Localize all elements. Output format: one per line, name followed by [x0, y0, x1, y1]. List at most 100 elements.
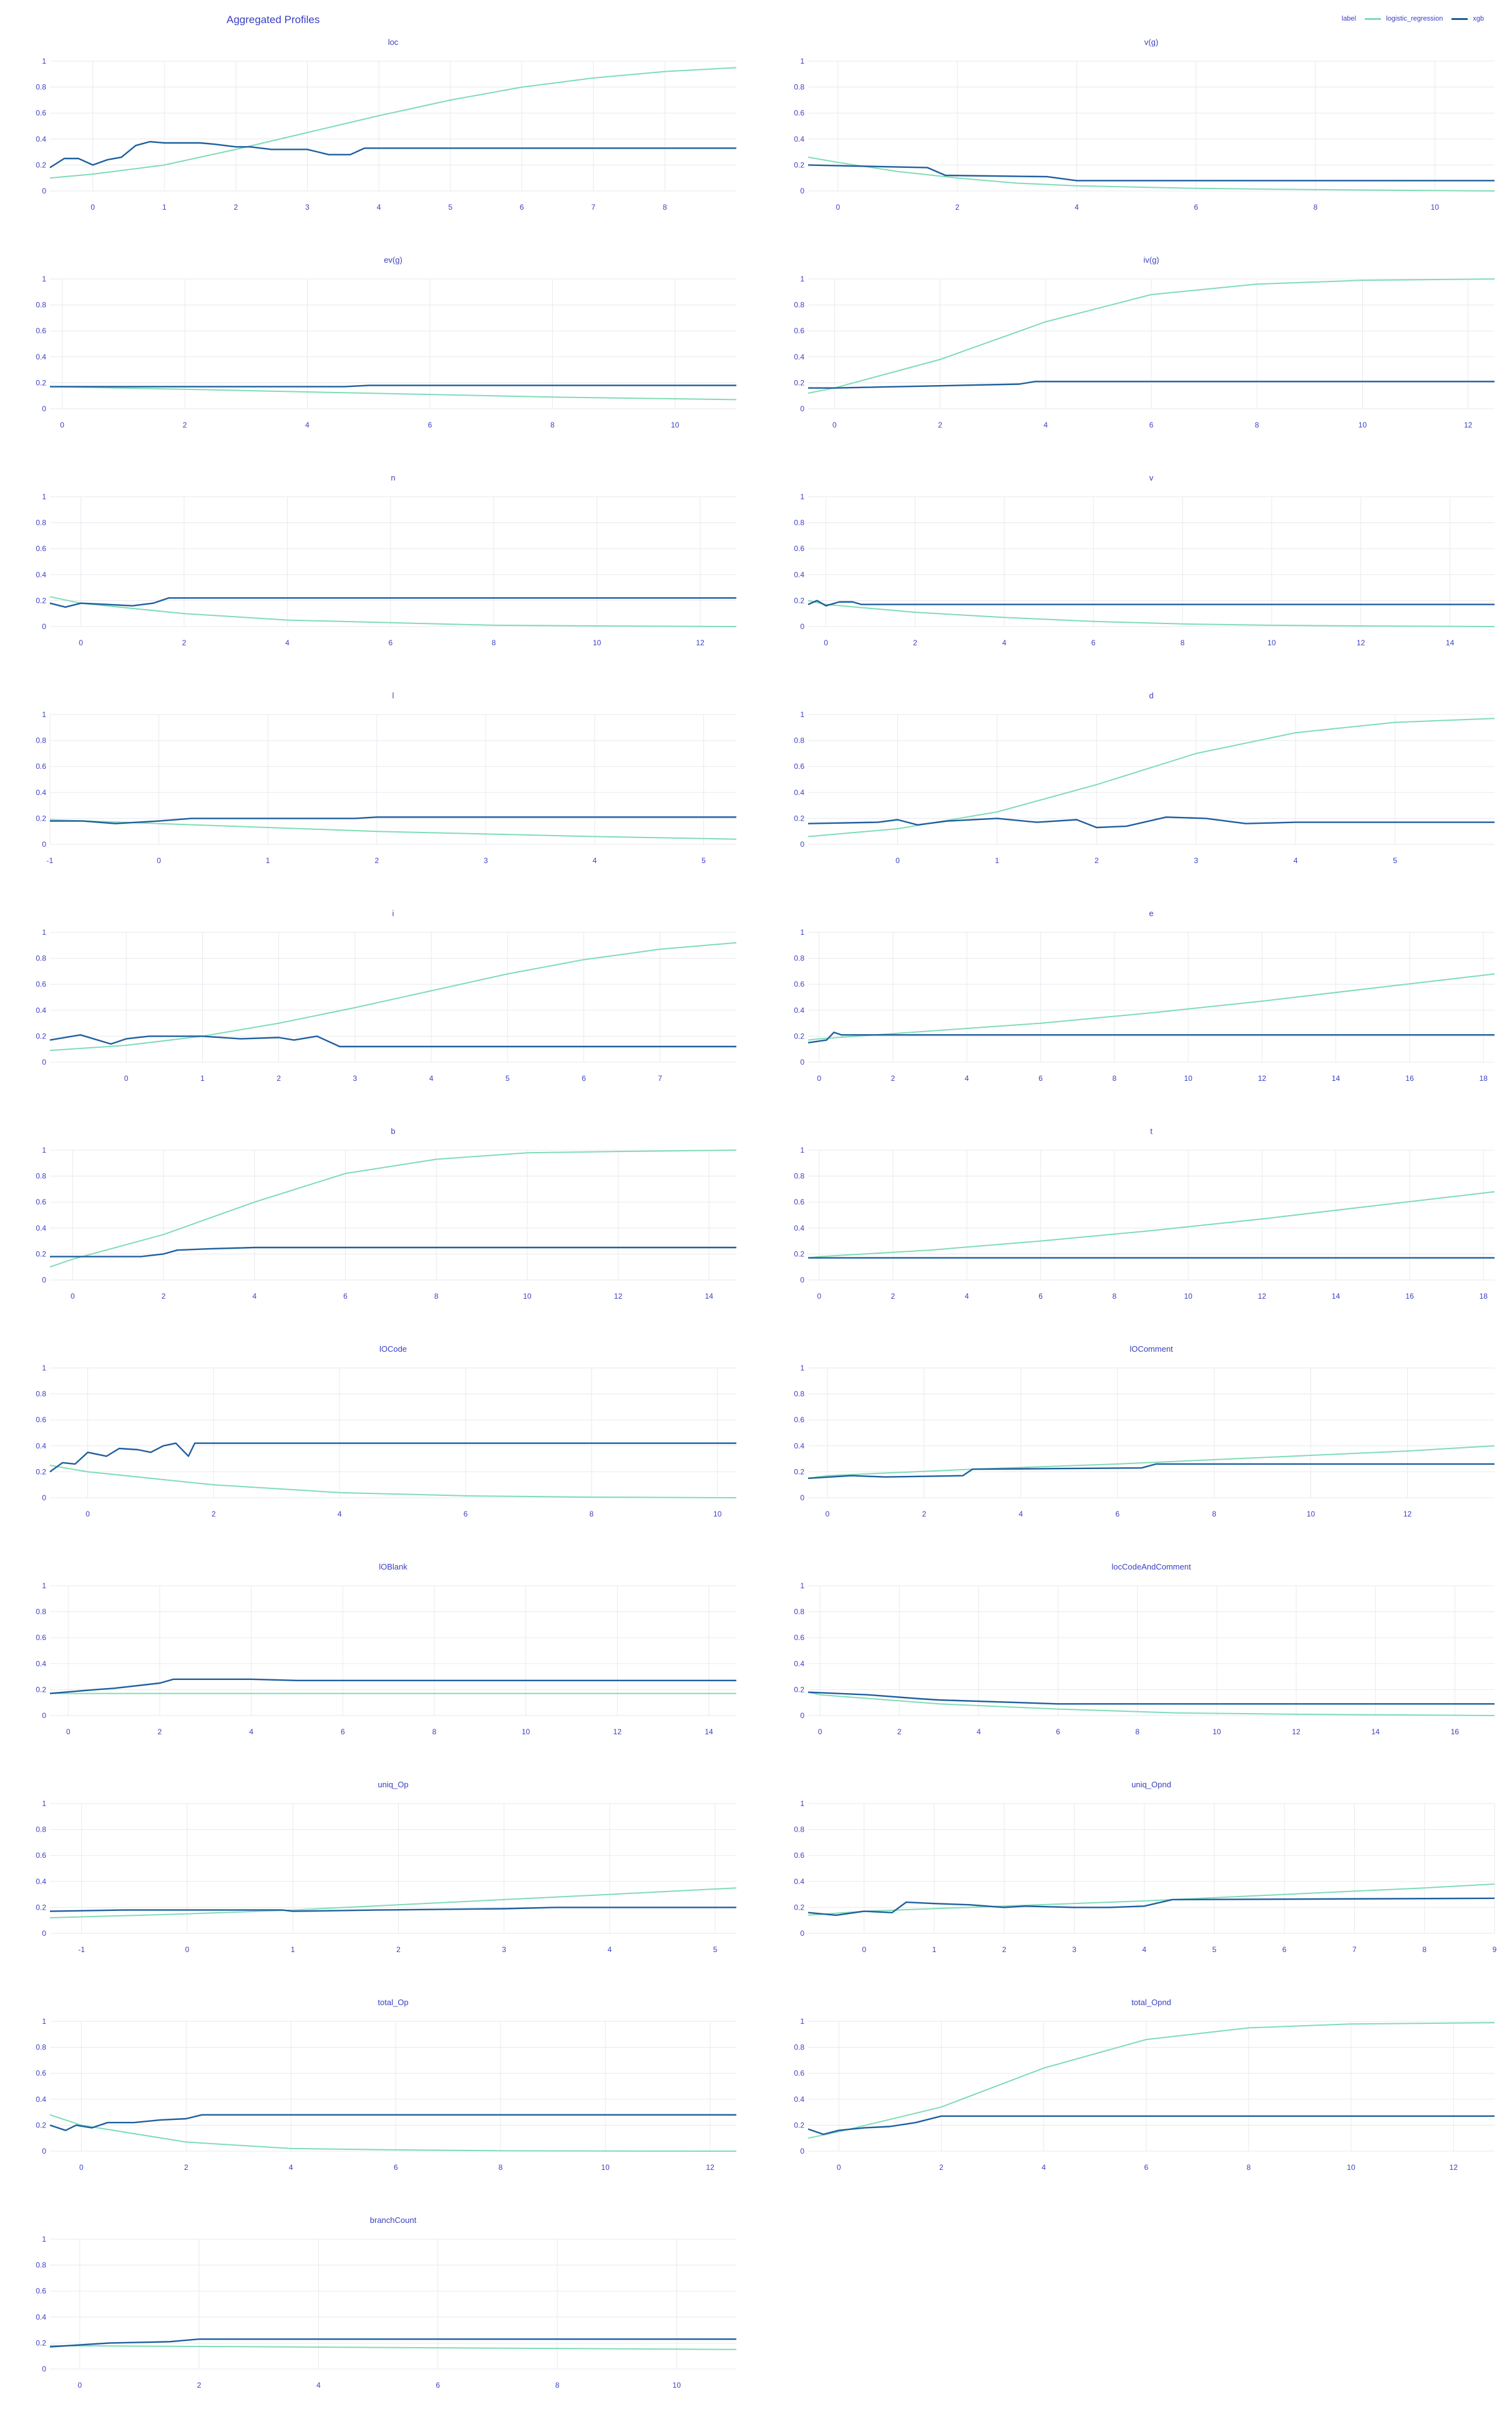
x-tick-label: 6 [464, 1510, 468, 1518]
series-line-logistic-regression[interactable] [49, 1150, 737, 1268]
y-tick-label: 0.8 [794, 1825, 804, 1834]
chart-title: Aggregated Profiles [227, 14, 320, 26]
x-tick-label: 3 [305, 203, 310, 212]
y-tick-label: 0.8 [794, 301, 804, 310]
series-line-xgb[interactable] [807, 1691, 1495, 1705]
series-line-logistic-regression[interactable] [49, 596, 737, 627]
series-line-xgb[interactable] [49, 1678, 736, 1694]
y-tick-label: 0.8 [794, 1390, 804, 1399]
x-tick-label: -1 [47, 856, 54, 865]
x-tick-label: 12 [1464, 421, 1473, 429]
series-line-xgb[interactable] [49, 2114, 736, 2131]
series-line-xgb[interactable] [808, 381, 1495, 389]
series-line-logistic-regression[interactable] [49, 2345, 737, 2350]
series-line-xgb[interactable] [50, 384, 736, 388]
y-tick-label: 0 [800, 1276, 804, 1284]
y-tick-label: 1 [42, 57, 46, 66]
series-line-logistic-regression[interactable] [49, 67, 737, 179]
panel-title: n [391, 473, 395, 482]
x-tick-label: 4 [249, 1727, 253, 1736]
series-line-logistic-regression[interactable] [49, 1465, 737, 1498]
legend-label-logistic-regression[interactable]: logistic_regression [1386, 15, 1443, 22]
series-line-xgb[interactable] [50, 1246, 736, 1257]
x-tick-label: 12 [706, 2163, 715, 2172]
x-tick-label: 3 [1072, 1945, 1076, 1954]
y-tick-label: 1 [800, 1581, 804, 1590]
y-tick-label: 0.4 [36, 788, 46, 797]
series-line-logistic-regression[interactable] [49, 819, 737, 840]
x-tick-label: 4 [338, 1510, 342, 1518]
panel-title: lOCode [379, 1344, 407, 1354]
series-line-xgb[interactable] [807, 1463, 1495, 1479]
x-tick-label: 8 [499, 2163, 503, 2172]
y-tick-label: 0.6 [36, 1415, 46, 1424]
x-tick-label: 2 [184, 2163, 188, 2172]
series-line-logistic-regression[interactable] [807, 718, 1495, 837]
x-tick-label: 2 [1002, 1945, 1007, 1954]
y-tick-label: 0.4 [36, 135, 46, 144]
series-line-xgb[interactable] [49, 1034, 736, 1048]
y-tick-label: 0.4 [794, 570, 804, 579]
series-line-logistic-regression[interactable] [807, 2022, 1495, 2139]
x-tick-label: 2 [182, 638, 187, 647]
series-line-xgb[interactable] [807, 816, 1495, 829]
series-line-logistic-regression[interactable] [807, 1883, 1495, 1916]
x-tick-label: 12 [1403, 1510, 1412, 1518]
y-tick-label: 0 [42, 187, 46, 195]
series-line-logistic-regression[interactable] [49, 386, 737, 401]
y-tick-label: 0 [42, 1493, 46, 1502]
legend-swatch-logistic-regression[interactable] [1365, 17, 1382, 20]
x-tick-label: 6 [1038, 1292, 1043, 1301]
series-line-xgb[interactable] [49, 1907, 736, 1912]
y-tick-label: 0 [42, 840, 46, 849]
x-tick-label: 14 [705, 1727, 713, 1736]
y-tick-label: 0.2 [36, 2338, 46, 2347]
series-line-xgb[interactable] [49, 597, 736, 608]
x-tick-label: 6 [520, 203, 524, 212]
y-tick-label: 0.2 [794, 378, 804, 387]
y-tick-label: 0 [800, 187, 804, 195]
panel-title: uniq_Opnd [1131, 1780, 1171, 1789]
panel-9: e00.20.40.60.810 2 4 6 8 10 12 14 16 18 [794, 909, 1495, 1083]
panel-title: total_Opnd [1131, 1998, 1171, 2007]
series-line-xgb[interactable] [807, 2115, 1495, 2136]
panel-title: total_Op [378, 1998, 408, 2007]
series-line-logistic-regression[interactable] [807, 600, 1495, 627]
series-line-logistic-regression[interactable] [807, 1445, 1495, 1479]
x-tick-label: 6 [1194, 203, 1198, 212]
series-line-xgb[interactable] [807, 1031, 1495, 1043]
series-line-logistic-regression[interactable] [807, 1691, 1495, 1716]
y-tick-label: 0.6 [36, 1851, 46, 1860]
x-tick-label: 3 [353, 1074, 358, 1083]
legend-label-xgb[interactable]: xgb [1473, 15, 1485, 22]
series-line-xgb[interactable] [49, 140, 736, 168]
series-line-logistic-regression[interactable] [49, 2114, 737, 2152]
y-tick-label: 0.4 [794, 135, 804, 144]
series-line-logistic-regression[interactable] [807, 278, 1495, 394]
legend-title: label [1342, 15, 1357, 22]
y-tick-label: 0.6 [794, 1851, 804, 1860]
series-line-logistic-regression[interactable] [807, 156, 1495, 192]
series-line-xgb[interactable] [807, 600, 1495, 607]
x-tick-label: 5 [448, 203, 452, 212]
x-tick-label: 1 [291, 1945, 295, 1954]
series-line-xgb[interactable] [49, 1442, 736, 1473]
legend-swatch-xgb[interactable] [1451, 17, 1468, 20]
x-tick-label: 5 [701, 856, 706, 865]
series-line-logistic-regression[interactable] [807, 1191, 1495, 1259]
series-line-xgb[interactable] [807, 1897, 1495, 1917]
series-line-xgb[interactable] [50, 816, 736, 824]
series-line-logistic-regression[interactable] [49, 1887, 737, 1918]
y-tick-label: 0.8 [794, 954, 804, 963]
x-tick-label: 10 [671, 421, 680, 429]
panel-title: uniq_Op [378, 1780, 408, 1789]
x-tick-label: 8 [555, 2381, 560, 2390]
series-line-xgb[interactable] [49, 2338, 736, 2348]
x-tick-label: 10 [593, 638, 602, 647]
y-tick-label: 1 [800, 492, 804, 501]
series-line-logistic-regression[interactable] [49, 942, 737, 1052]
y-tick-label: 0.4 [36, 1224, 46, 1233]
series-line-logistic-regression[interactable] [807, 973, 1495, 1041]
series-line-xgb[interactable] [807, 164, 1495, 182]
